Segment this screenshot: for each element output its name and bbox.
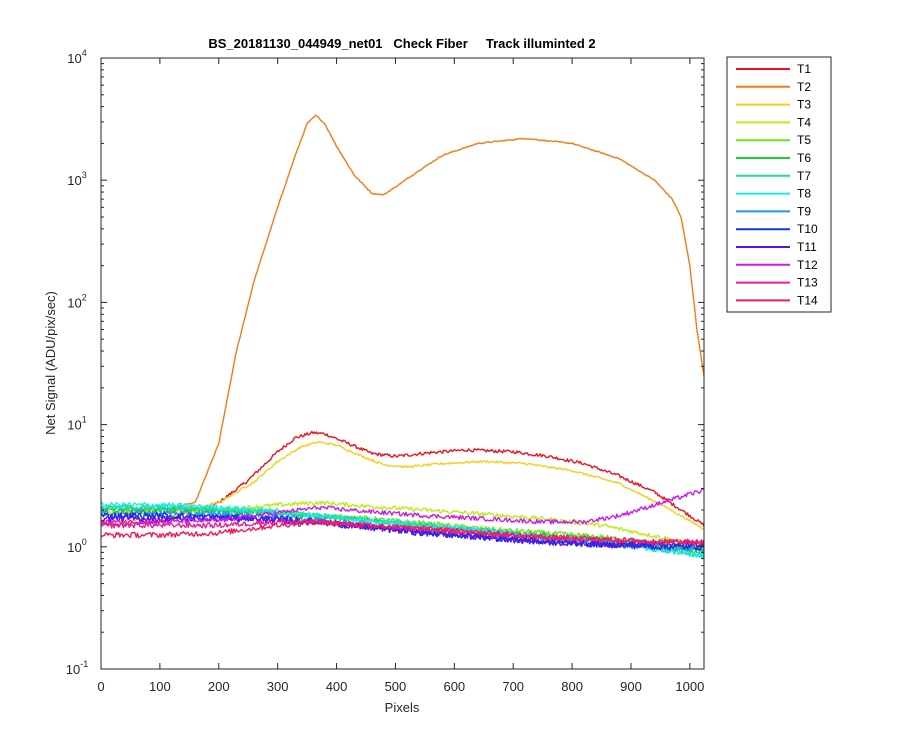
legend-label: T2 — [797, 80, 811, 94]
legend-label: T11 — [797, 240, 817, 254]
x-tick-label: 700 — [502, 679, 524, 694]
legend-label: T14 — [797, 293, 818, 307]
y-tick-exponent: -1 — [80, 659, 88, 669]
legend-label: T8 — [797, 187, 811, 201]
x-tick-label: 300 — [267, 679, 289, 694]
legend-label: T7 — [797, 169, 811, 183]
legend-label: T4 — [797, 115, 811, 129]
y-tick-label: 101 — [67, 415, 86, 433]
legend-label: T1 — [797, 62, 811, 76]
y-tick-exponent: 1 — [82, 415, 87, 425]
y-tick-exponent: 0 — [82, 537, 87, 547]
series-layer — [101, 114, 704, 559]
y-tick-exponent: 2 — [82, 292, 87, 302]
y-tick-exponent: 4 — [82, 48, 87, 58]
series-line-t12 — [101, 487, 704, 525]
y-tick-exponent: 3 — [82, 170, 87, 180]
x-axis: 0 100 200 300 400 500 600 700 800 900 1000 — [97, 58, 704, 694]
legend-label: T12 — [797, 258, 818, 272]
legend-label: T5 — [797, 133, 811, 147]
y-tick-base: 10 — [67, 295, 81, 310]
legend-box — [726, 56, 832, 313]
plot-frame — [100, 57, 705, 670]
x-tick-label: 600 — [443, 679, 465, 694]
x-tick-label: 200 — [208, 679, 230, 694]
legend-label: T9 — [797, 204, 811, 218]
y-tick-label: 10-1 — [66, 659, 88, 677]
series-line-t2 — [101, 114, 704, 517]
legend-label: T3 — [797, 98, 811, 112]
y-tick-label: 102 — [67, 292, 86, 310]
x-tick-label: 0 — [97, 679, 104, 694]
chart-title: BS_20181130_044949_net01 Check Fiber Tra… — [208, 36, 595, 51]
legend-label: T6 — [797, 151, 811, 165]
y-tick-label: 103 — [67, 170, 86, 188]
x-tick-label: 800 — [561, 679, 583, 694]
y-tick-base: 10 — [66, 662, 80, 677]
plot-area — [101, 58, 704, 669]
x-tick-label: 100 — [149, 679, 171, 694]
legend-label: T10 — [797, 222, 818, 236]
y-axis-label: Net Signal (ADU/pix/sec) — [43, 291, 58, 435]
y-tick-base: 10 — [67, 540, 81, 555]
y-tick-label: 100 — [67, 537, 86, 555]
y-tick-base: 10 — [67, 51, 81, 66]
x-axis-label: Pixels — [385, 700, 420, 715]
x-tick-label: 500 — [385, 679, 407, 694]
x-tick-label: 1000 — [675, 679, 704, 694]
legend: T1 T2 T3 T4 T5 T6 T7 T8 T9 T10 T11 T12 T13 T14 — [726, 56, 832, 313]
y-tick-label: 104 — [67, 48, 86, 66]
y-tick-base: 10 — [67, 418, 81, 433]
series-line-t11 — [101, 514, 704, 549]
x-tick-label: 400 — [326, 679, 348, 694]
y-tick-base: 10 — [67, 173, 81, 188]
x-tick-label: 900 — [620, 679, 642, 694]
legend-label: T13 — [797, 276, 818, 290]
series-line-t14 — [101, 519, 704, 546]
